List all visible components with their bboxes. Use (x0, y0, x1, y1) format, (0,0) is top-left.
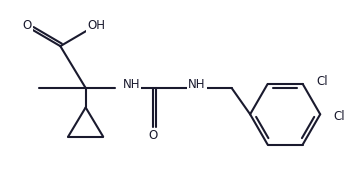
Text: O: O (23, 19, 32, 32)
Text: NH: NH (188, 78, 205, 91)
Text: Cl: Cl (316, 76, 328, 89)
Text: OH: OH (87, 19, 105, 32)
Text: NH: NH (122, 78, 140, 91)
Text: Cl: Cl (334, 110, 345, 123)
Text: O: O (148, 129, 157, 142)
